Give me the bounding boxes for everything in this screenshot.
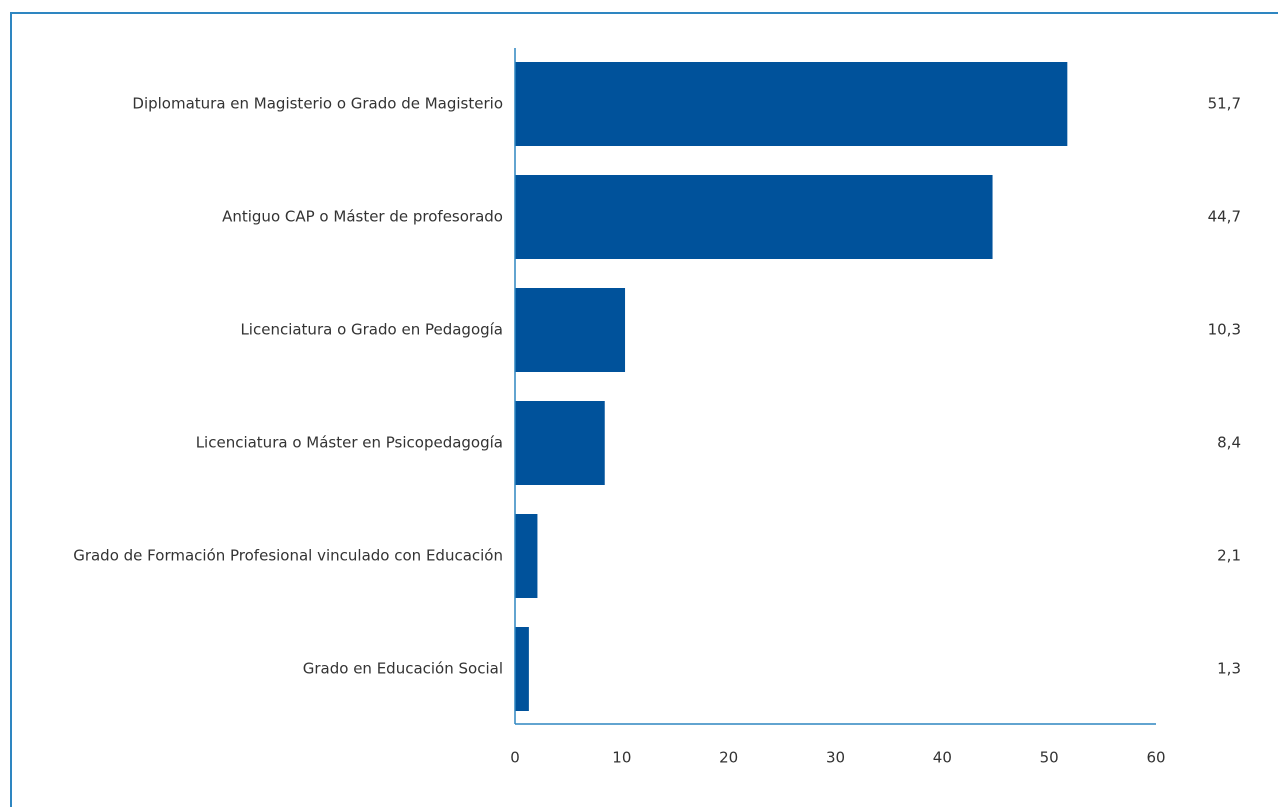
bar <box>515 175 993 259</box>
category-labels-group: Diplomatura en Magisterio o Grado de Mag… <box>73 95 503 678</box>
bar <box>515 62 1068 146</box>
value-label: 8,4 <box>1217 434 1241 452</box>
x-tick-label: 50 <box>1040 749 1059 767</box>
bar <box>515 401 605 485</box>
value-label: 44,7 <box>1208 208 1241 226</box>
value-labels-group: 51,7 44,7 10,3 8,4 2,1 1,3 <box>1208 95 1241 678</box>
category-label: Grado de Formación Profesional vinculado… <box>73 547 503 565</box>
bar <box>515 514 538 598</box>
value-label: 1,3 <box>1217 660 1241 678</box>
x-tick-label: 20 <box>719 749 738 767</box>
x-tick-label: 0 <box>510 749 520 767</box>
value-label: 51,7 <box>1208 95 1241 113</box>
x-tick-label: 60 <box>1146 749 1165 767</box>
axes-group <box>514 48 1156 725</box>
bar <box>515 627 529 711</box>
x-tick-label: 40 <box>933 749 952 767</box>
category-label: Licenciatura o Grado en Pedagogía <box>240 321 503 339</box>
value-label: 10,3 <box>1208 321 1241 339</box>
bar <box>515 288 626 372</box>
x-tick-labels-group: 0 10 20 30 40 50 60 <box>510 749 1165 767</box>
x-tick-label: 10 <box>612 749 631 767</box>
category-label: Grado en Educación Social <box>303 660 503 678</box>
category-label: Antiguo CAP o Máster de profesorado <box>222 208 503 226</box>
category-label: Diplomatura en Magisterio o Grado de Mag… <box>132 95 503 113</box>
chart-frame <box>10 12 1278 807</box>
bars-group <box>515 62 1068 711</box>
x-tick-label: 30 <box>826 749 845 767</box>
value-label: 2,1 <box>1217 547 1241 565</box>
category-label: Licenciatura o Máster en Psicopedagogía <box>196 434 503 452</box>
